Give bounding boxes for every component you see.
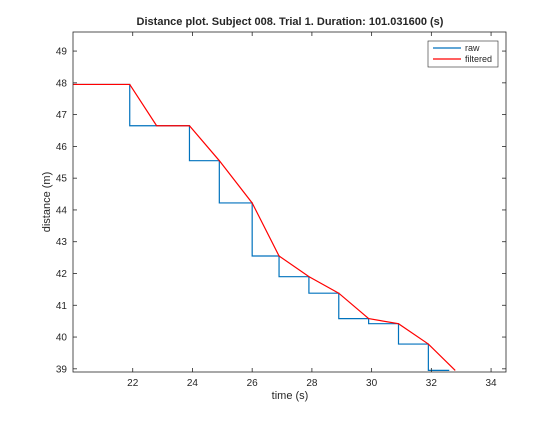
legend-label-raw: raw bbox=[465, 43, 480, 53]
x-tick-label: 28 bbox=[306, 378, 318, 389]
legend-box bbox=[427, 40, 499, 68]
plot-frame bbox=[72, 31, 507, 373]
y-tick-label: 47 bbox=[56, 110, 68, 121]
x-tick-label: 30 bbox=[366, 378, 378, 389]
series-line-raw bbox=[73, 83, 450, 372]
x-tick-label: 22 bbox=[127, 378, 139, 389]
x-tick-label: 26 bbox=[247, 378, 259, 389]
y-tick-label: 49 bbox=[56, 47, 68, 58]
y-axis-label: distance (m) bbox=[41, 172, 53, 233]
series-layer bbox=[73, 83, 456, 372]
legend: raw filtered bbox=[427, 40, 499, 68]
y-tick-label: 40 bbox=[56, 333, 68, 344]
y-tick-label: 45 bbox=[56, 174, 68, 185]
series-line-filtered bbox=[73, 83, 456, 371]
x-tick-label: 34 bbox=[486, 378, 498, 389]
y-tick-label: 42 bbox=[56, 269, 68, 280]
x-tick-label: 32 bbox=[426, 378, 438, 389]
x-tick-label: 24 bbox=[187, 378, 199, 389]
y-tick-label: 44 bbox=[56, 205, 68, 216]
plot-area-background bbox=[73, 32, 506, 372]
y-tick-label: 46 bbox=[56, 142, 68, 153]
y-tick-label: 39 bbox=[56, 364, 68, 375]
y-tick-label: 41 bbox=[56, 301, 68, 312]
x-axis-label: time (s) bbox=[272, 390, 309, 402]
axis-layer: 22 24 26 28 30 32 34 39 40 41 42 43 44 45 46 47 48 49 bbox=[56, 32, 506, 389]
y-tick-label: 43 bbox=[56, 237, 68, 248]
y-tick-label: 48 bbox=[56, 78, 68, 89]
chart-title: Distance plot. Subject 008. Trial 1. Dur… bbox=[137, 16, 444, 28]
legend-label-filtered: filtered bbox=[465, 54, 492, 64]
